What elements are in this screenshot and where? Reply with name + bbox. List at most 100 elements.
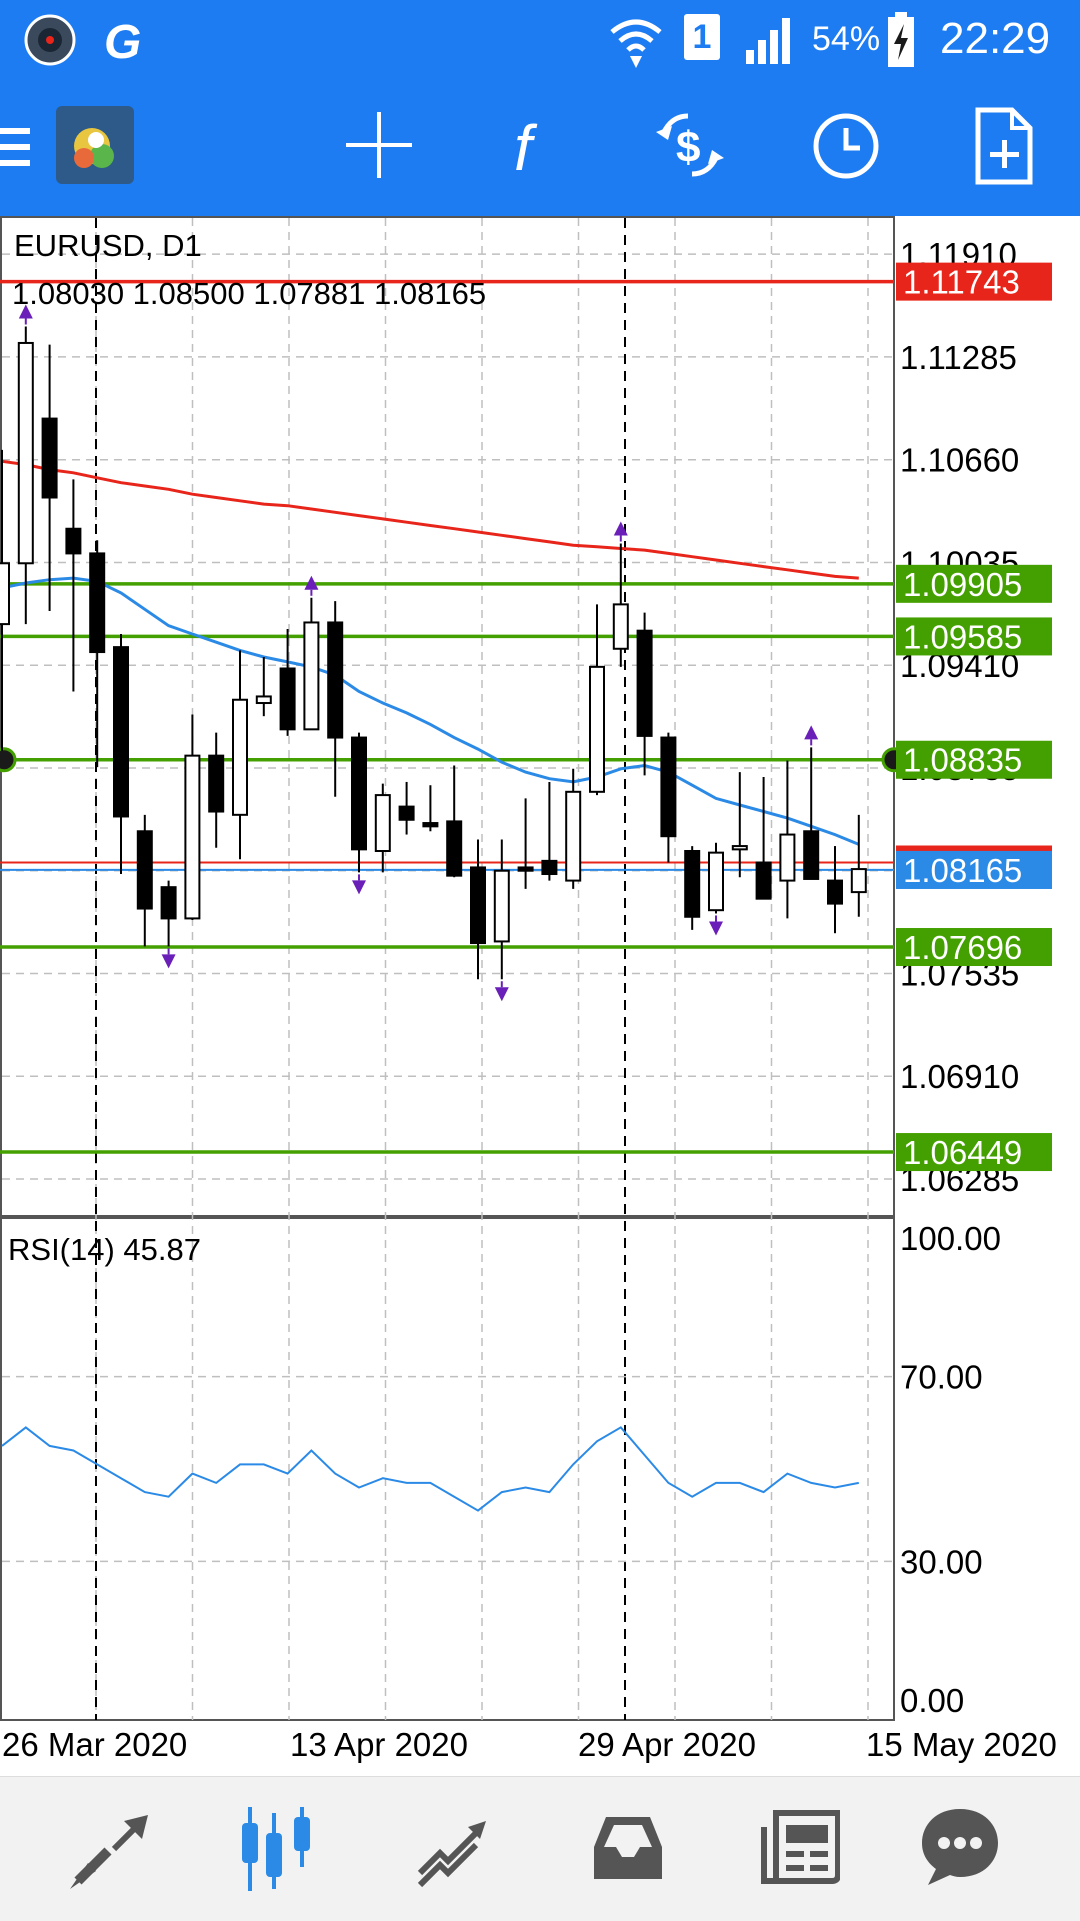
main-frame [0,216,895,1217]
price-tag-label: 1.11743 [903,264,1020,301]
messages-icon[interactable] [918,1805,1002,1889]
candle-body [89,552,106,654]
candle-body [565,790,582,882]
fractal-up-arrow [804,725,819,740]
price-tag: 1.11743 [896,262,1052,301]
candles [0,326,867,980]
ma-fast-line [1,576,860,846]
chart-toolbar: f $ [0,80,1080,216]
moving-averages [1,459,860,846]
candle-body [374,794,391,852]
bottom-navigation [0,1776,1080,1921]
price-tick-label: 1.11285 [900,339,1017,376]
candle-body [351,736,367,851]
symbol-timeframe-label: EURUSD, D1 [14,228,202,263]
new-document-icon[interactable] [972,106,1036,186]
candle-body [850,868,867,894]
ma-slow-line [1,459,859,580]
time-tick-label: 26 Mar 2020 [2,1726,187,1763]
price-tag-bg [896,617,1052,656]
trade-icon[interactable]: $ [650,110,730,180]
price-tick-label: 1.06910 [900,1058,1019,1095]
history-icon[interactable] [590,1813,666,1883]
candle-body [0,562,10,626]
price-tag: 1.06449 [896,1133,1052,1172]
price-tag: 1.08835 [896,740,1052,779]
price-tag-bg [896,262,1052,301]
recorder-icon [24,14,76,66]
ohlc-label: 1.08030 1.08500 1.07881 1.08165 [12,276,486,311]
bid-price-label: 1.08165 [903,852,1022,889]
price-tag-label: 1.08835 [903,742,1022,779]
candle-body [17,341,34,565]
candle-body [755,861,772,900]
candle-body [731,845,748,851]
candle-body [422,822,439,828]
status-bar: G 1 54% 22:29 [0,0,1080,80]
price-tag-label: 1.07696 [903,929,1022,966]
fractal-up-arrow [304,575,319,590]
price-tag: 1.09585 [896,617,1052,656]
candle-body [708,851,724,912]
price-tag-label: 1.09585 [903,618,1022,655]
rsi-tick-label: 30.00 [900,1543,983,1580]
candle-body [779,833,796,882]
candle-body [470,866,486,945]
candle-body [827,879,843,905]
horizontal-levels[interactable] [0,279,907,1154]
fractal-arrows [18,304,819,1002]
trade-arrows-icon[interactable] [414,1807,494,1887]
price-tag: 1.09905 [896,564,1052,603]
price-tick-label: 1.10660 [900,442,1019,479]
time-tick-label: 13 Apr 2020 [290,1726,468,1763]
main-grid [0,216,895,1721]
candle-body [493,869,510,943]
candle-body [589,665,605,793]
candle-body [636,629,653,737]
fractal-down-arrow [494,987,509,1002]
candle-body [184,754,201,920]
level-drag-handle[interactable] [0,747,17,773]
svg-text:G: G [104,16,141,68]
clock-icon[interactable] [810,110,882,182]
candle-body [612,603,629,650]
candle-body [803,830,820,880]
candle-body [303,621,320,731]
candle-body [41,417,58,499]
candle-body [136,830,153,910]
candle-body [208,754,225,813]
rsi-tick-label: 0.00 [900,1682,964,1719]
menu-icon[interactable] [0,122,34,172]
quotes-icon[interactable] [70,1811,150,1891]
candle-body [65,527,82,555]
time-tick-label: 15 May 2020 [866,1726,1057,1763]
price-tag-bg [896,564,1052,603]
chart-labels: EURUSD, D1 1.08030 1.08500 1.07881 1.081… [8,228,486,1267]
battery-charging-icon [888,12,914,67]
price-axis: 1.119101.112851.106601.100351.094101.087… [896,236,1052,1719]
metatrader-logo-icon[interactable] [56,106,134,184]
candle-body [279,667,296,731]
fractal-down-arrow [352,880,366,895]
chart-icon[interactable] [242,1803,322,1893]
rsi-indicator [1,1426,859,1512]
crosshair-icon[interactable] [344,110,414,180]
clock-time: 22:29 [940,14,1051,63]
news-icon[interactable] [760,1807,840,1887]
price-chart[interactable]: 1.119101.112851.106601.100351.094101.087… [0,216,1080,1776]
candle-body [517,866,534,872]
sim-icon: 1 [684,14,720,60]
rsi-grid [2,1375,894,1563]
price-tag: 1.07696 [896,928,1052,967]
g-app-icon: G [104,16,141,68]
candle-body [446,820,463,877]
svg-text:$: $ [676,123,700,172]
indicators-icon[interactable]: f [500,110,570,180]
candle-body [684,849,701,918]
bid-price-tag [896,850,1052,889]
time-tick-label: 29 Apr 2020 [578,1726,756,1763]
candle-body [232,698,248,816]
rsi-tick-label: 100.00 [900,1220,1001,1257]
fractal-down-arrow [709,921,723,936]
price-tag-bg [896,928,1052,967]
